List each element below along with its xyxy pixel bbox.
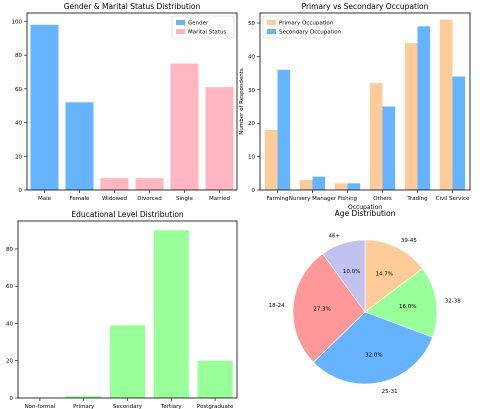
bar bbox=[100, 178, 129, 190]
y-tick-label: 0 bbox=[252, 188, 256, 194]
x-tick-label: Postgraduate bbox=[197, 404, 234, 409]
legend-label: Gender bbox=[188, 21, 209, 27]
pie-percent-label: 32.0% bbox=[365, 352, 382, 358]
legend-label: Marital Status bbox=[188, 30, 226, 36]
pie-slice bbox=[292, 253, 366, 363]
bar bbox=[439, 19, 453, 190]
y-tick-label: 40 bbox=[248, 54, 255, 60]
x-tick-label: Tertiary bbox=[160, 404, 182, 409]
pie-percent-label: 27.3% bbox=[313, 306, 330, 312]
chart-title: Educational Level Distribution bbox=[71, 210, 184, 219]
bar bbox=[369, 83, 383, 190]
y-tick-label: 0 bbox=[10, 396, 14, 402]
x-tick-label: Farming bbox=[266, 196, 288, 202]
y-tick-label: 0 bbox=[19, 188, 23, 194]
legend-swatch bbox=[176, 20, 185, 25]
y-tick-label: 20 bbox=[248, 121, 255, 127]
age-pie-chart: Age Distribution 14.7% 39-45 16.0% 32-38 32.0… bbox=[269, 209, 462, 395]
legend-swatch bbox=[176, 29, 185, 34]
legend-box bbox=[171, 15, 235, 39]
bar bbox=[347, 183, 361, 190]
x-tick-label: Primary bbox=[73, 404, 95, 409]
pie-percent-label: 10.0% bbox=[343, 269, 360, 275]
x-tick-label: Non-formal bbox=[25, 404, 56, 409]
legend-box bbox=[262, 15, 326, 39]
y-tick-label: 10 bbox=[248, 155, 255, 161]
y-tick-label: 40 bbox=[6, 321, 13, 327]
pie-category-label: 32-38 bbox=[445, 298, 461, 304]
legend-swatch bbox=[267, 29, 276, 34]
x-tick-label: Married bbox=[209, 196, 230, 202]
bar bbox=[312, 176, 326, 190]
x-tick-label: Fishing bbox=[338, 196, 357, 202]
occupation-chart: Primary vs Secondary Occupation 0 10 20 30 40… bbox=[239, 2, 471, 211]
y-tick-label: 80 bbox=[15, 53, 22, 59]
x-tick-label: Nursery Manager bbox=[289, 196, 337, 202]
pie-percent-label: 14.7% bbox=[376, 271, 393, 277]
x-tick-label: Widowed bbox=[102, 196, 127, 202]
y-tick-label: 100 bbox=[12, 19, 23, 25]
chart-title: Age Distribution bbox=[335, 209, 396, 218]
plot-frame bbox=[259, 12, 471, 191]
bar bbox=[197, 360, 233, 398]
pie-slice bbox=[364, 239, 423, 313]
bar bbox=[382, 106, 396, 190]
gender-marital-chart: Gender & Marital Status Distribution 0 20 4… bbox=[12, 2, 238, 202]
y-tick-label: 20 bbox=[6, 359, 13, 365]
bar bbox=[65, 102, 94, 190]
bar bbox=[417, 26, 431, 190]
bar bbox=[170, 63, 199, 191]
pie-percent-label: 16.0% bbox=[399, 304, 416, 310]
legend-label: Secondary Occupation bbox=[279, 30, 342, 36]
x-tick-label: Divorced bbox=[137, 196, 161, 202]
x-axis-label: Occupation bbox=[348, 204, 382, 211]
y-tick-label: 30 bbox=[248, 88, 255, 94]
y-tick-label: 50 bbox=[248, 21, 255, 27]
x-tick-label: Trading bbox=[406, 196, 427, 202]
pie-category-label: 18-24 bbox=[269, 303, 285, 309]
y-tick-label: 60 bbox=[15, 87, 22, 93]
bar bbox=[109, 325, 146, 398]
bar bbox=[334, 183, 348, 190]
y-tick-label: 60 bbox=[6, 284, 13, 290]
bar bbox=[135, 178, 164, 190]
pie-slice bbox=[322, 239, 366, 313]
bar bbox=[299, 179, 313, 190]
bar bbox=[153, 230, 189, 398]
bar bbox=[66, 396, 102, 398]
y-tick-label: 40 bbox=[15, 121, 22, 127]
x-tick-label: Male bbox=[38, 196, 52, 202]
x-tick-label: Single bbox=[176, 196, 194, 202]
pie-category-label: 46+ bbox=[328, 233, 340, 239]
bar bbox=[264, 129, 278, 190]
chart-title: Gender & Marital Status Distribution bbox=[64, 2, 201, 11]
pie-slice bbox=[364, 268, 438, 338]
chart-title: Primary vs Secondary Occupation bbox=[302, 2, 429, 11]
y-axis-label: Number of Respondents bbox=[239, 68, 245, 135]
bar bbox=[404, 43, 418, 190]
bar bbox=[452, 76, 466, 190]
pie-category-label: 39-45 bbox=[401, 238, 417, 244]
pie-slice bbox=[313, 311, 433, 385]
plot-frame bbox=[17, 220, 238, 399]
bar bbox=[30, 24, 59, 190]
y-tick-label: 20 bbox=[15, 154, 22, 160]
legend-label: Primary Occupation bbox=[279, 21, 334, 27]
x-tick-label: Secondary bbox=[113, 404, 143, 409]
bar bbox=[277, 69, 291, 190]
plot-frame bbox=[26, 12, 238, 191]
legend-swatch bbox=[267, 20, 276, 25]
x-tick-label: Female bbox=[70, 196, 91, 202]
education-chart: Educational Level Distribution 0 20 40 60 80 N… bbox=[6, 210, 238, 409]
y-tick-label: 80 bbox=[6, 247, 13, 253]
x-tick-label: Others bbox=[373, 196, 392, 202]
pie-category-label: 25-31 bbox=[382, 389, 398, 395]
bar bbox=[205, 87, 234, 190]
x-tick-label: Civil Service bbox=[436, 196, 470, 202]
